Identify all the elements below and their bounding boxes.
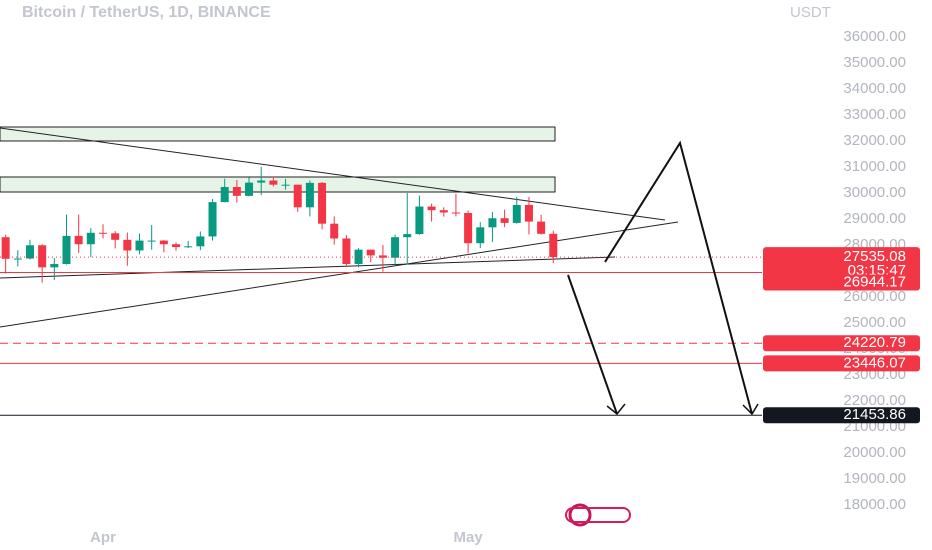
price-level-box (763, 355, 920, 372)
plot (0, 167, 762, 416)
candle-body (451, 212, 460, 214)
arrow (567, 274, 618, 415)
candle-body (439, 210, 448, 213)
candle-body (488, 218, 497, 228)
candle-body (269, 180, 278, 185)
candle-body (123, 239, 132, 251)
y-tick-label: 30000.00 (843, 184, 906, 201)
candle-body (281, 184, 290, 186)
arrowhead (742, 403, 759, 416)
candle-body (99, 232, 107, 234)
candle-body (257, 180, 266, 183)
chart-title: Bitcoin / TetherUS, 1D, BINANCE (22, 4, 271, 21)
x-tick-label: May (454, 529, 484, 546)
candle-body (86, 232, 95, 245)
candle-body (512, 204, 521, 223)
candle-body (537, 221, 546, 234)
price-tags: 27535.0803:15:4726944.1724220.7923446.07… (763, 247, 920, 424)
candle-body (427, 206, 436, 211)
candle-body (330, 223, 339, 239)
y-tick-label: 19000.00 (843, 470, 906, 487)
candle-body (476, 227, 485, 244)
candle-body (500, 218, 509, 223)
candle-body (403, 234, 412, 238)
candle-body (50, 263, 59, 268)
candle-body (342, 238, 351, 264)
logo-ring (568, 503, 592, 527)
candle-body (111, 233, 120, 240)
y-tick-label: 34000.00 (843, 80, 906, 97)
y-tick-label: 33000.00 (843, 106, 906, 123)
y-tick-label: 26000.00 (843, 288, 906, 305)
x-tick-label: Apr (90, 529, 116, 546)
candle-body (135, 240, 144, 251)
y-tick-label: 32000.00 (843, 132, 906, 149)
candle-body (293, 184, 302, 208)
candle-body (208, 202, 217, 237)
candle-body (184, 246, 193, 248)
trendline (0, 256, 616, 279)
candle-body (38, 245, 47, 268)
candle-body (378, 255, 387, 258)
candle-body (245, 182, 254, 196)
price-level-label: 21453.86 (843, 406, 906, 423)
candle-body (1, 237, 10, 259)
y-tick-label: 36000.00 (843, 28, 906, 45)
candle-body (172, 244, 181, 248)
candle-body (232, 187, 241, 196)
candle-body (524, 204, 533, 222)
candle-body (366, 249, 375, 256)
candle-body (220, 187, 229, 203)
arrowhead (606, 403, 626, 416)
candle-body (415, 206, 424, 235)
candle-body (159, 240, 168, 245)
logo-bar (565, 507, 631, 523)
y-axis-label: USDT (790, 4, 831, 21)
arrow (604, 140, 753, 415)
y-tick-label: 29000.00 (843, 210, 906, 227)
y-tick-label: 25000.00 (843, 314, 906, 331)
candle-body (62, 235, 71, 264)
zone (0, 126, 556, 142)
candle-body (25, 245, 34, 259)
price-level-label: 23446.07 (843, 354, 906, 371)
y-tick-label: 35000.00 (843, 54, 906, 71)
last-price-label: 27535.08 (843, 248, 906, 265)
price-level-label: 26944.17 (843, 273, 906, 290)
candle-body (147, 240, 156, 242)
candle-body (318, 182, 327, 224)
zone (0, 176, 556, 193)
price-level-box (763, 407, 920, 424)
y-tick-label: 20000.00 (843, 444, 906, 461)
y-tick-label: 31000.00 (843, 158, 906, 175)
candle-body (74, 235, 83, 245)
trendline (0, 127, 666, 221)
y-tick-label: 18000.00 (843, 496, 906, 513)
candle-body (305, 182, 314, 208)
candle-body (196, 236, 205, 247)
y-tick-label: 22000.00 (843, 392, 906, 409)
logo (565, 503, 631, 527)
candle-body (464, 213, 473, 244)
price-level-label: 24220.79 (843, 334, 906, 351)
candle-body (13, 258, 22, 260)
candle-body (549, 233, 558, 258)
trendline (0, 221, 679, 328)
candle-body (354, 249, 363, 264)
price-level-box (763, 335, 920, 352)
last-price-box (763, 247, 920, 280)
candle-body (391, 237, 400, 258)
price-level-box (763, 274, 920, 291)
